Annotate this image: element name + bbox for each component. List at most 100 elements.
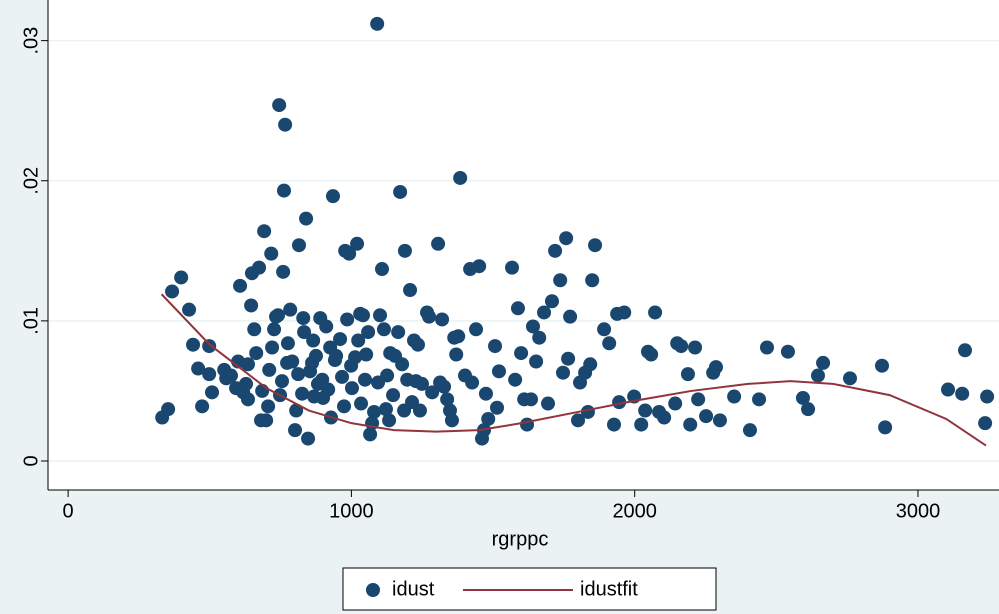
scatter-point bbox=[978, 416, 993, 431]
scatter-point bbox=[634, 417, 649, 432]
scatter-point bbox=[674, 339, 689, 354]
scatter-point bbox=[583, 357, 598, 372]
scatter-point bbox=[941, 382, 956, 397]
scatter-point bbox=[520, 417, 535, 432]
scatter-point bbox=[548, 243, 563, 258]
scatter-point bbox=[241, 392, 256, 407]
scatter-point bbox=[278, 117, 293, 132]
scatter-point bbox=[505, 260, 520, 275]
scatter-point bbox=[276, 264, 291, 279]
scatter-point bbox=[544, 294, 559, 309]
scatter-point bbox=[752, 392, 767, 407]
scatter-point bbox=[490, 400, 505, 415]
scatter-point bbox=[291, 238, 306, 253]
scatter-point bbox=[444, 413, 459, 428]
scatter-point bbox=[348, 350, 363, 365]
scatter-point bbox=[425, 385, 440, 400]
scatter-point bbox=[247, 322, 262, 337]
scatter-point bbox=[354, 396, 369, 411]
scatter-point bbox=[376, 322, 391, 337]
scatter-point bbox=[374, 262, 389, 277]
scatter-point bbox=[980, 389, 995, 404]
scatter-point bbox=[638, 403, 653, 418]
scatter-point bbox=[708, 360, 723, 375]
scatter-point bbox=[358, 372, 372, 387]
scatter-point bbox=[537, 305, 552, 320]
scatter-point bbox=[333, 332, 348, 347]
scatter-point bbox=[491, 364, 506, 379]
scatter-point bbox=[174, 270, 189, 285]
scatter-point bbox=[306, 333, 321, 348]
scatter-point bbox=[451, 329, 466, 344]
scatter-point bbox=[422, 309, 437, 324]
scatter-point bbox=[691, 392, 706, 407]
scatter-point bbox=[259, 413, 274, 428]
scatter-point bbox=[780, 344, 795, 359]
scatter-point bbox=[271, 308, 286, 323]
scatter-point bbox=[301, 431, 316, 446]
legend-swatch bbox=[366, 583, 380, 597]
scatter-point bbox=[325, 189, 340, 204]
scatter-point bbox=[356, 308, 371, 323]
scatter-point bbox=[340, 312, 355, 327]
scatter-point bbox=[644, 347, 659, 362]
scatter-point bbox=[224, 368, 239, 383]
scatter-point bbox=[296, 311, 311, 326]
x-tick-label: 2000 bbox=[612, 500, 657, 522]
scatter-point bbox=[249, 346, 264, 361]
scatter-point bbox=[437, 379, 452, 394]
scatter-point bbox=[321, 382, 336, 397]
scatter-point bbox=[561, 351, 576, 366]
scatter-point bbox=[297, 325, 312, 340]
scatter-point bbox=[597, 322, 612, 337]
scatter-point bbox=[205, 385, 220, 400]
scatter-point bbox=[373, 308, 388, 323]
scatter-point bbox=[414, 376, 429, 391]
scatter-point bbox=[742, 423, 757, 438]
scatter-point bbox=[524, 392, 539, 407]
scatter-point bbox=[510, 301, 525, 316]
scatter-point bbox=[257, 224, 272, 239]
scatter-point bbox=[435, 312, 450, 327]
scatter-point bbox=[688, 340, 703, 355]
scatter-point bbox=[359, 347, 374, 362]
scatter-point bbox=[412, 403, 427, 418]
scatter-point bbox=[410, 337, 425, 352]
scatter-point bbox=[607, 417, 622, 432]
scatter-point bbox=[397, 243, 412, 258]
scatter-point bbox=[440, 392, 455, 407]
scatter-point bbox=[272, 98, 287, 113]
scatter-point bbox=[182, 302, 197, 317]
x-axis-label: rgrppc bbox=[492, 528, 549, 550]
scatter-point bbox=[559, 231, 574, 246]
scatter-point bbox=[291, 367, 306, 382]
scatter-point bbox=[289, 403, 304, 418]
scatter-point bbox=[252, 260, 267, 275]
scatter-point bbox=[342, 246, 357, 261]
scatter-point bbox=[529, 354, 544, 369]
scatter-point bbox=[955, 386, 970, 401]
scatter-point bbox=[395, 357, 410, 372]
fit-line bbox=[160, 293, 987, 447]
x-tick-label: 1000 bbox=[329, 500, 374, 522]
scatter-point bbox=[276, 183, 291, 198]
scatter-point bbox=[202, 367, 217, 382]
scatter-point bbox=[344, 381, 359, 396]
scatter-point bbox=[351, 333, 366, 348]
scatter-point bbox=[680, 367, 695, 382]
scatter-point bbox=[161, 402, 176, 417]
scatter-point bbox=[308, 348, 323, 363]
scatter-point bbox=[380, 368, 395, 383]
scatter-point bbox=[612, 395, 627, 410]
scatter-point bbox=[588, 238, 603, 253]
scatter-point bbox=[295, 386, 310, 401]
scatter-point bbox=[267, 322, 282, 337]
scatter-point bbox=[370, 16, 385, 31]
scatter-point bbox=[472, 259, 487, 274]
scatter-point bbox=[265, 340, 280, 355]
scatter-point bbox=[202, 339, 217, 354]
scatter-point bbox=[241, 357, 256, 372]
scatter-point bbox=[261, 399, 276, 414]
